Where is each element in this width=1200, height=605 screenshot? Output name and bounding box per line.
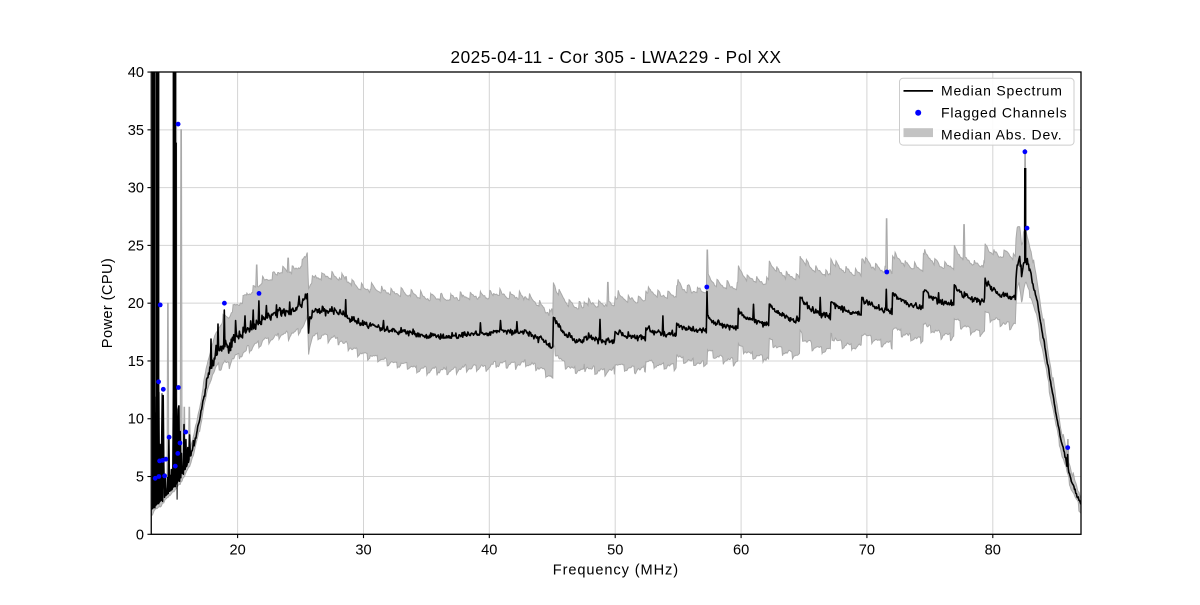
svg-text:30: 30 [355,543,371,559]
svg-text:Median Abs. Dev.: Median Abs. Dev. [941,126,1062,142]
svg-text:10: 10 [128,412,144,428]
svg-text:0: 0 [136,527,144,543]
svg-text:80: 80 [985,543,1001,559]
svg-text:60: 60 [733,543,749,559]
svg-text:Power (CPU): Power (CPU) [100,258,116,348]
svg-text:20: 20 [128,296,144,312]
svg-text:40: 40 [481,543,497,559]
svg-text:35: 35 [128,123,144,139]
svg-text:Median Spectrum: Median Spectrum [941,83,1063,99]
svg-text:40: 40 [128,65,144,81]
svg-text:Frequency (MHz): Frequency (MHz) [553,563,679,579]
svg-text:15: 15 [128,354,144,370]
svg-text:2025-04-11 - Cor 305 - LWA229: 2025-04-11 - Cor 305 - LWA229 - Pol XX [450,47,781,67]
svg-text:50: 50 [607,543,623,559]
svg-text:30: 30 [128,181,144,197]
svg-text:70: 70 [859,543,875,559]
svg-text:25: 25 [128,238,144,254]
svg-text:5: 5 [136,470,144,486]
svg-text:Flagged Channels: Flagged Channels [941,105,1067,121]
svg-text:20: 20 [229,543,245,559]
